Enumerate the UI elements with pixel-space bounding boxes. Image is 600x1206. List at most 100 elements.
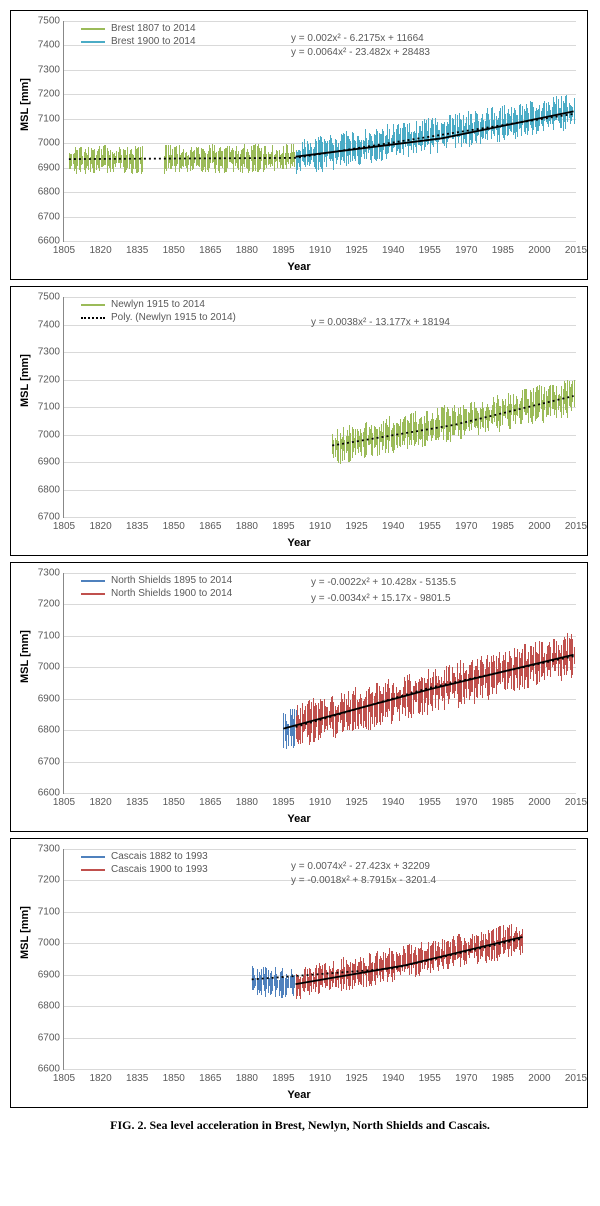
plot-area: 6700680069007000710072007300740075001805…: [63, 297, 576, 518]
ytick-label: 7200: [38, 875, 64, 886]
equation-annotation: y = 0.0074x² - 27.423x + 32209: [291, 861, 430, 872]
ytick-label: 7300: [38, 568, 64, 579]
legend-item: North Shields 1900 to 2014: [81, 588, 232, 599]
gridline: [64, 192, 576, 193]
ytick-label: 7300: [38, 64, 64, 75]
xtick-label: 1865: [199, 241, 221, 256]
ytick-label: 7000: [38, 662, 64, 673]
xtick-label: 1820: [89, 241, 111, 256]
ytick-label: 6700: [38, 1032, 64, 1043]
xtick-label: 1955: [419, 241, 441, 256]
y-axis-label: MSL [mm]: [19, 906, 31, 959]
ytick-label: 7200: [38, 599, 64, 610]
ytick-label: 7200: [38, 374, 64, 385]
equation-annotation: y = -0.0022x² + 10.428x - 5135.5: [311, 577, 456, 588]
ytick-label: 6800: [38, 187, 64, 198]
ytick-label: 7000: [38, 138, 64, 149]
equation-annotation: y = -0.0034x² + 15.17x - 9801.5: [311, 593, 451, 604]
xtick-label: 1985: [492, 517, 514, 532]
gridline: [64, 912, 576, 913]
ytick-label: 6900: [38, 693, 64, 704]
xtick-label: 1820: [89, 1069, 111, 1084]
xtick-label: 1940: [382, 517, 404, 532]
ytick-label: 6700: [38, 756, 64, 767]
xtick-label: 1850: [163, 1069, 185, 1084]
xtick-label: 1835: [126, 241, 148, 256]
xtick-label: 1895: [272, 793, 294, 808]
legend-swatch: [81, 856, 105, 858]
gridline: [64, 762, 576, 763]
xtick-label: 1925: [345, 1069, 367, 1084]
legend-swatch: [81, 593, 105, 595]
x-axis-label: Year: [287, 813, 310, 825]
xtick-label: 1880: [236, 517, 258, 532]
ytick-label: 6800: [38, 725, 64, 736]
legend-label: Cascais 1882 to 1993: [111, 851, 208, 862]
gridline: [64, 604, 576, 605]
xtick-label: 1985: [492, 793, 514, 808]
gridline: [64, 94, 576, 95]
legend-swatch: [81, 41, 105, 43]
xtick-label: 1820: [89, 793, 111, 808]
xtick-label: 1835: [126, 793, 148, 808]
gridline: [64, 70, 576, 71]
ytick-label: 7100: [38, 113, 64, 124]
xtick-label: 1970: [455, 793, 477, 808]
y-axis-label: MSL [mm]: [19, 630, 31, 683]
xtick-label: 1835: [126, 517, 148, 532]
xtick-label: 1910: [309, 517, 331, 532]
gridline: [64, 573, 576, 574]
equation-annotation: y = 0.002x² - 6.2175x + 11664: [291, 33, 424, 44]
gridline: [64, 217, 576, 218]
xtick-label: 2000: [528, 517, 550, 532]
xtick-label: 1880: [236, 1069, 258, 1084]
gridline: [64, 636, 576, 637]
xtick-label: 1805: [53, 241, 75, 256]
xtick-label: 1865: [199, 793, 221, 808]
legend-label: Brest 1900 to 2014: [111, 36, 196, 47]
data-spike: [574, 98, 575, 124]
gridline: [64, 849, 576, 850]
xtick-label: 1895: [272, 1069, 294, 1084]
xtick-label: 1850: [163, 517, 185, 532]
ytick-label: 7200: [38, 89, 64, 100]
ytick-label: 7100: [38, 402, 64, 413]
ytick-label: 7400: [38, 40, 64, 51]
legend-label: Poly. (Newlyn 1915 to 2014): [111, 312, 236, 323]
xtick-label: 1850: [163, 241, 185, 256]
xtick-label: 1865: [199, 1069, 221, 1084]
chart-panel-brest: 6600670068006900700071007200730074007500…: [10, 10, 588, 280]
y-axis-label: MSL [mm]: [19, 354, 31, 407]
legend-swatch: [81, 580, 105, 582]
gridline: [64, 462, 576, 463]
legend-item: Brest 1900 to 2014: [81, 36, 196, 47]
ytick-label: 7100: [38, 630, 64, 641]
gridline: [64, 1038, 576, 1039]
legend-swatch: [81, 869, 105, 871]
xtick-label: 1970: [455, 241, 477, 256]
ytick-label: 7300: [38, 347, 64, 358]
gridline: [64, 435, 576, 436]
legend-item: Poly. (Newlyn 1915 to 2014): [81, 312, 236, 323]
xtick-label: 1925: [345, 517, 367, 532]
x-axis-label: Year: [287, 1089, 310, 1101]
data-spike: [574, 647, 575, 663]
xtick-label: 1880: [236, 793, 258, 808]
charts-container: 6600670068006900700071007200730074007500…: [10, 10, 590, 1108]
x-axis-label: Year: [287, 261, 310, 273]
legend-item: North Shields 1895 to 2014: [81, 575, 232, 586]
xtick-label: 1805: [53, 793, 75, 808]
ytick-label: 6900: [38, 457, 64, 468]
equation-annotation: y = -0.0018x² + 8.7915x - 3201.4: [291, 875, 436, 886]
data-spike: [522, 929, 523, 953]
xtick-label: 1985: [492, 241, 514, 256]
xtick-label: 2000: [528, 241, 550, 256]
xtick-label: 1850: [163, 793, 185, 808]
ytick-label: 7300: [38, 844, 64, 855]
xtick-label: 1940: [382, 793, 404, 808]
ytick-label: 7500: [38, 16, 64, 27]
xtick-label: 1895: [272, 241, 294, 256]
equation-annotation: y = 0.0064x² - 23.482x + 28483: [291, 47, 430, 58]
xtick-label: 2015: [565, 1069, 587, 1084]
xtick-label: 1910: [309, 793, 331, 808]
